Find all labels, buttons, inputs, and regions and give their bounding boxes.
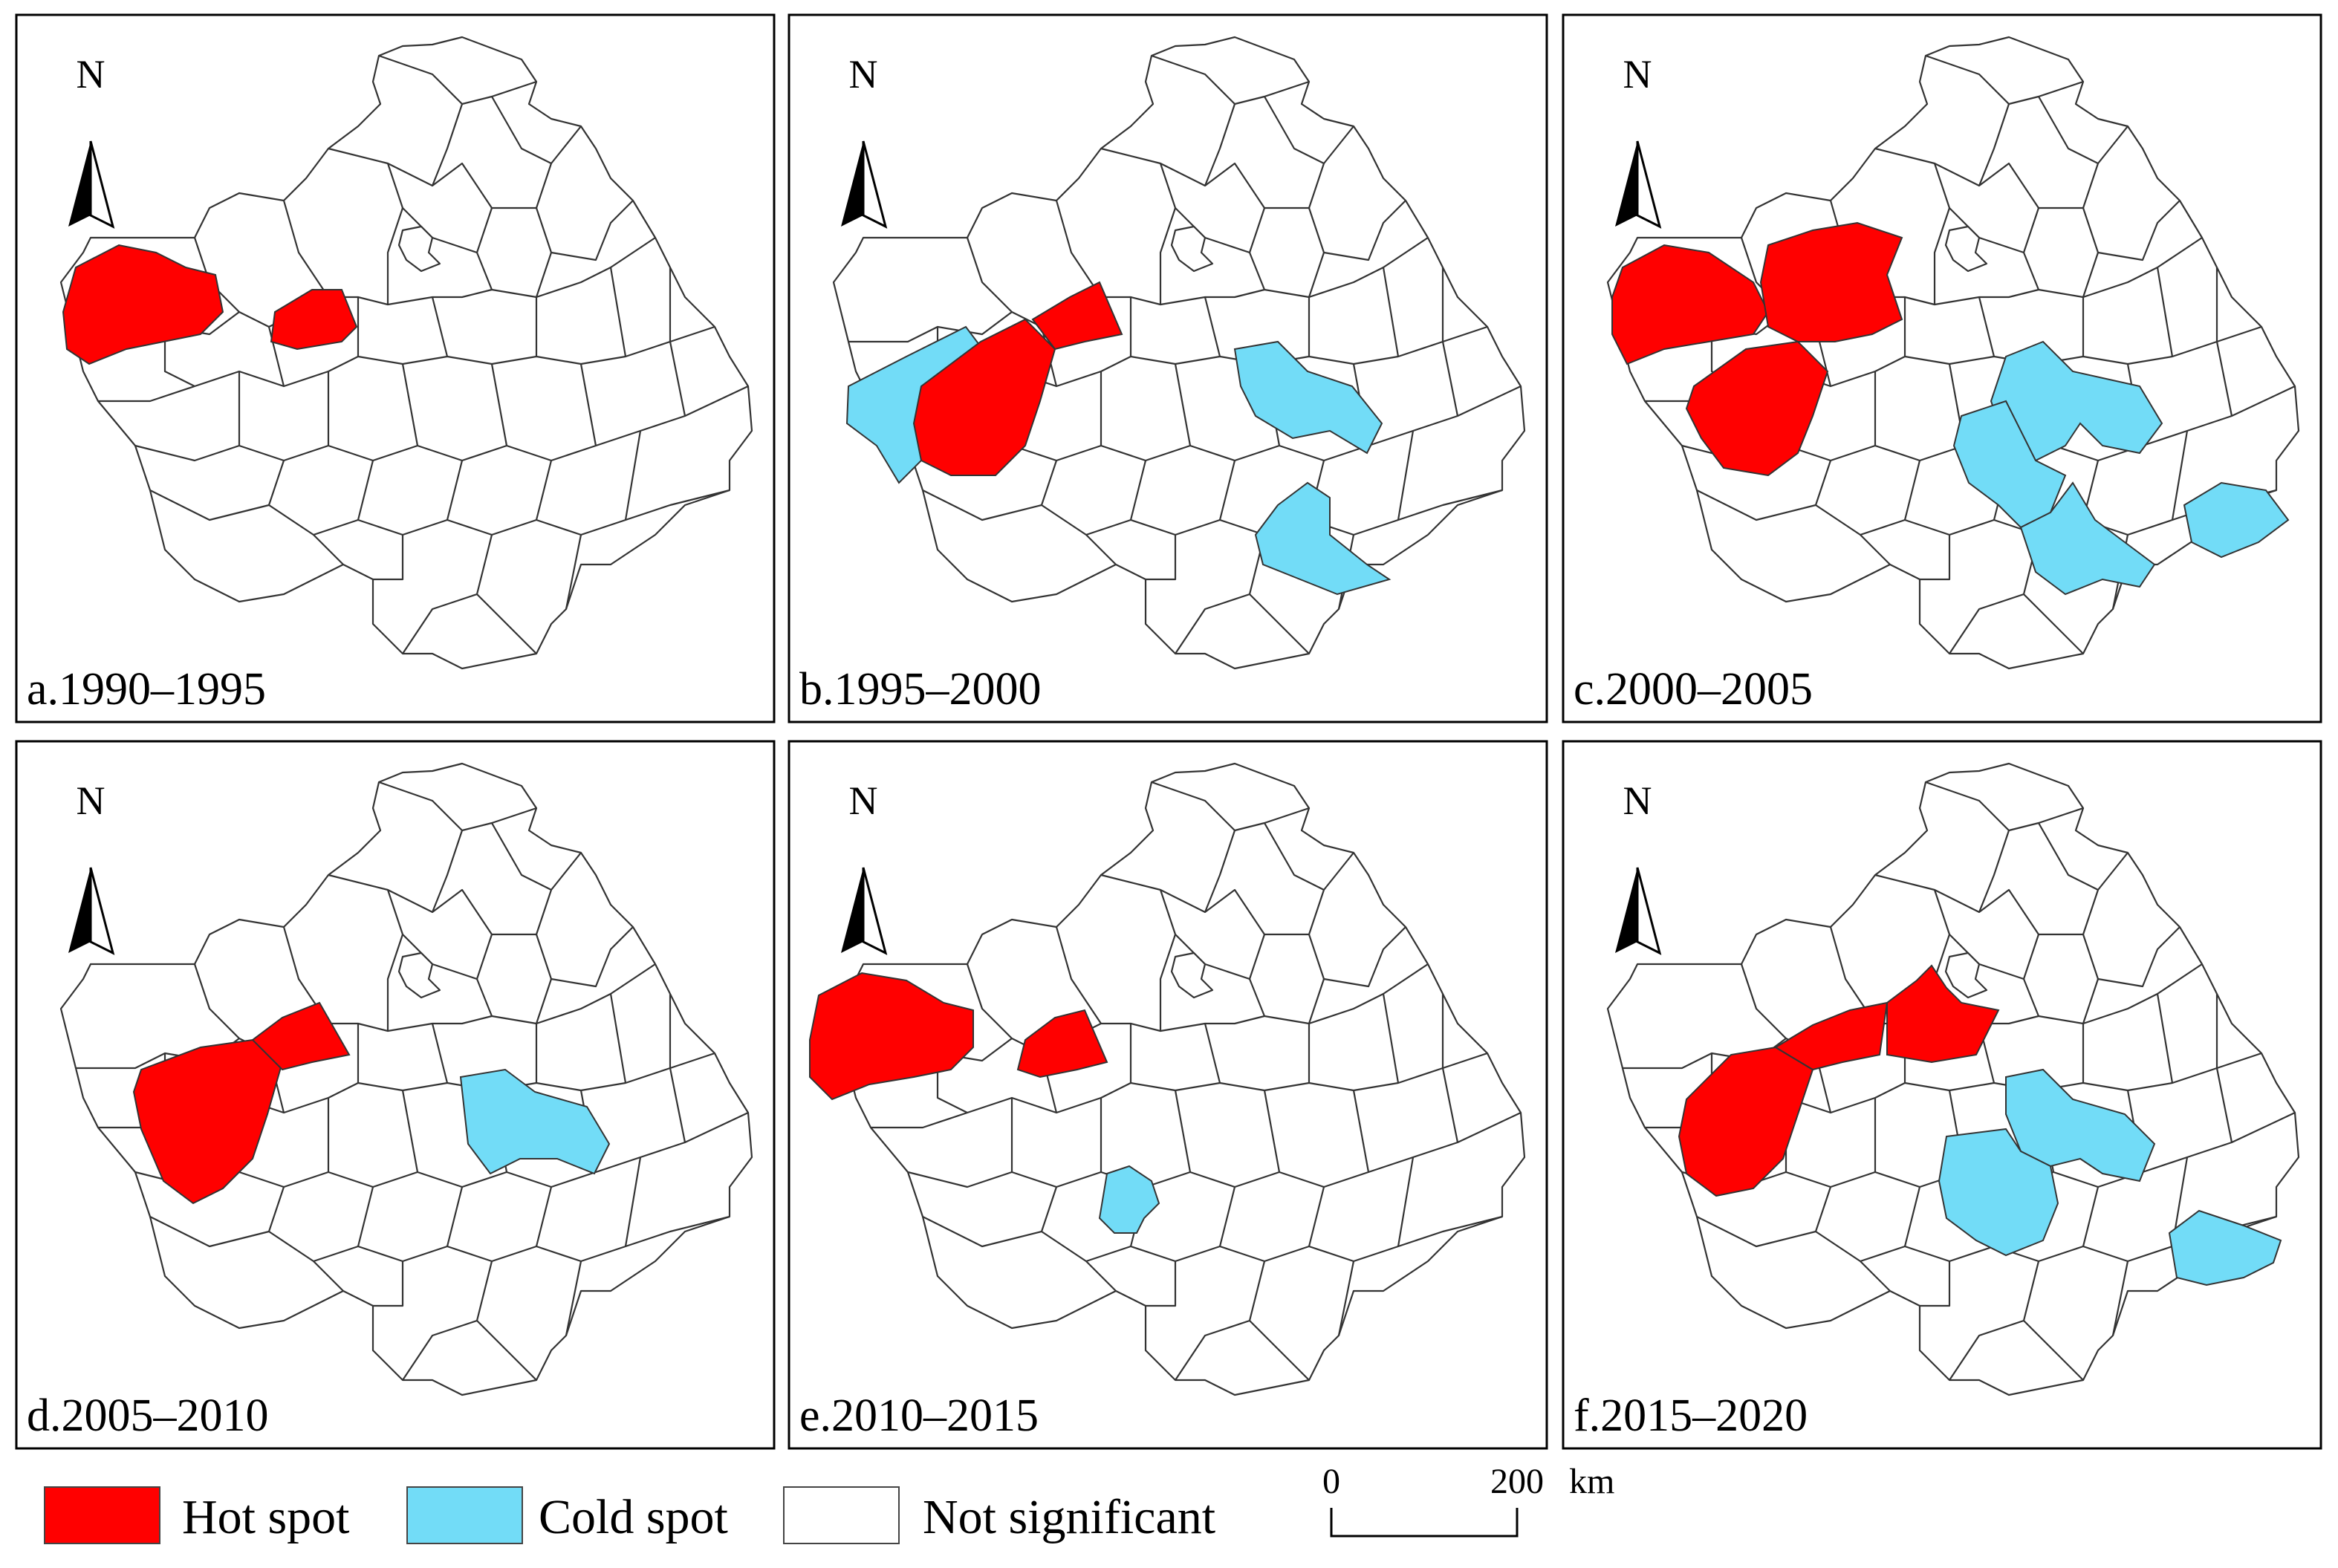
cold-spot-region [2183,481,2290,559]
panel-label: a.1990–1995 [27,664,266,715]
hot-spot-region [132,1038,284,1205]
cold-spot-region [2005,1068,2156,1182]
north-label: N [77,52,105,97]
panel-f: N f.2015–2020 [1562,740,2322,1450]
hot-spot-region [1759,221,1903,342]
hot-spot-region [1611,244,1770,365]
north-label: N [1623,52,1652,97]
cold-spot-region [1233,340,1383,455]
panel-c: N c.2000–2005 [1562,13,2322,723]
legend-ns-label: Not significant [923,1490,1215,1544]
panel-label: f.2015–2020 [1574,1390,1808,1441]
hot-spot-region [270,289,358,351]
scale-start-label: 0 [1322,1462,1340,1501]
scale-bar-line [1330,1508,1519,1538]
legend-hot-swatch [44,1486,160,1544]
panel-label: d.2005–2010 [27,1390,269,1441]
hot-spot-region [62,244,224,365]
hot-spot-region [1016,1009,1108,1079]
panel-label: e.2010–2015 [799,1390,1039,1441]
legend-ns-swatch [783,1486,900,1544]
hot-spot-region [251,1001,351,1071]
hot-spot-region [1774,1001,1889,1071]
panel-e: N e.2010–2015 [788,740,1548,1450]
scale-unit-label: km [1569,1462,1614,1501]
legend: Hot spot Cold spot Not significant [44,1486,1215,1544]
hot-spot-region [912,318,1056,476]
panel-b: N b.1995–2000 [788,13,1548,723]
north-label: N [849,778,878,823]
legend-hot-label: Hot spot [182,1490,350,1544]
hot-spot-region [1685,340,1829,477]
panel-label: c.2000–2005 [1574,664,1813,715]
scale-bar: 0 200 km [1322,1462,1614,1538]
north-label: N [1623,778,1652,823]
legend-cold-label: Cold spot [539,1490,728,1544]
north-label: N [849,52,878,97]
hot-spot-region [1031,281,1123,351]
hot-spot-region [809,972,974,1101]
cold-spot-region [1254,481,1392,596]
cold-spot-region [459,1068,611,1175]
scale-end-label: 200 [1490,1462,1544,1501]
cold-spot-region [2019,481,2156,596]
cold-spot-region [1938,1128,2059,1257]
panel-label: b.1995–2000 [799,664,1042,715]
north-label: N [77,778,105,823]
legend-cold-swatch [406,1486,523,1544]
cold-spot-region [2168,1209,2282,1286]
hot-spot-region [1678,1046,1814,1197]
panel-d: N d.2005–2010 [15,740,776,1450]
hot-spot-region [1886,964,2000,1064]
panel-a: N a.1990–1995 [15,13,776,723]
cold-spot-region [1098,1165,1160,1234]
